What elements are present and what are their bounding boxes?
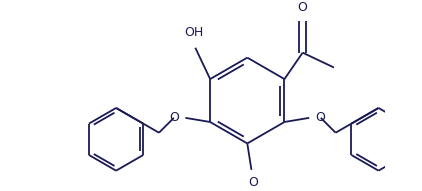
Text: O: O	[248, 176, 258, 189]
Text: O: O	[170, 111, 180, 124]
Text: O: O	[315, 111, 325, 124]
Text: OH: OH	[184, 27, 203, 40]
Text: O: O	[298, 1, 308, 14]
